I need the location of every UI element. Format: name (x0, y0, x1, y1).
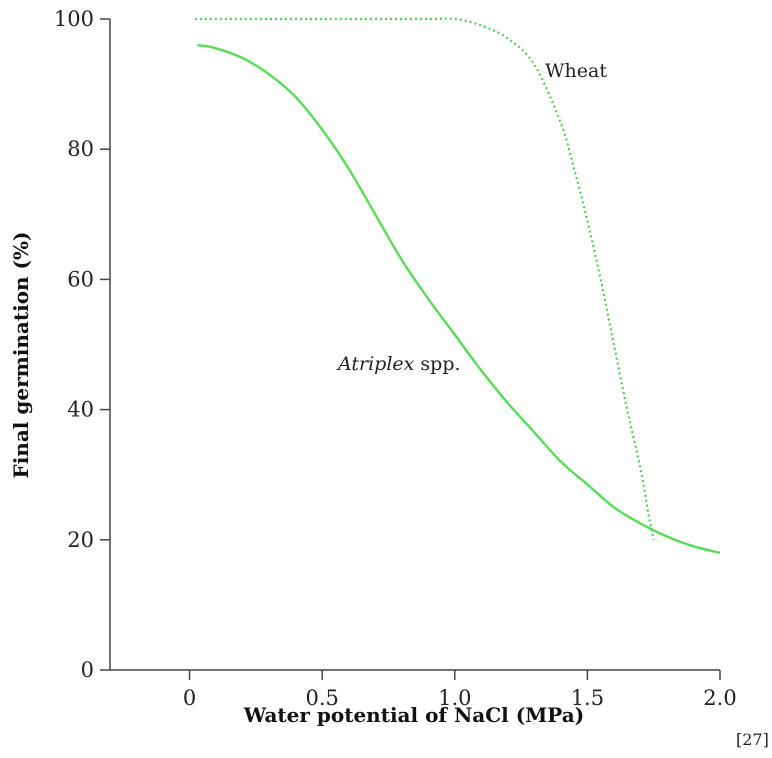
y-axis-title: Final germination (%) (9, 232, 33, 479)
series-label-wheat: Wheat (545, 60, 607, 82)
x-tick-label: 1.5 (571, 686, 604, 710)
series-line-atriplex (197, 43, 721, 554)
y-tick-label: 100 (54, 7, 94, 31)
y-tick-label: 80 (67, 137, 94, 161)
x-tick-label: 0 (183, 686, 196, 710)
x-tick-label: 2.0 (703, 686, 736, 710)
atriplex-label-prefix: A (336, 353, 351, 375)
x-tick-label: 1.0 (438, 686, 471, 710)
y-tick-label: 0 (81, 658, 94, 682)
atriplex-label-suffix: spp. (414, 353, 460, 375)
series-layer (194, 17, 721, 554)
atriplex-label-italic: triplex (351, 353, 414, 375)
x-tick-label: 0.5 (305, 686, 338, 710)
series-line-wheat (194, 17, 655, 541)
y-tick-label: 20 (67, 528, 94, 552)
reference-label: [27] (736, 730, 769, 749)
y-tick-label: 40 (67, 398, 94, 422)
y-tick-label: 60 (67, 267, 94, 291)
y-axis: 0 20 40 60 80 100 (54, 7, 111, 682)
series-label-atriplex: Atriplex spp. (336, 353, 461, 375)
x-axis-title: Water potential of NaCl (MPa) (243, 703, 584, 727)
x-axis: 0 0.5 1.0 1.5 2.0 (110, 669, 737, 710)
y-ticks: 0 20 40 60 80 100 (54, 7, 110, 682)
x-ticks: 0 0.5 1.0 1.5 2.0 (183, 670, 737, 710)
